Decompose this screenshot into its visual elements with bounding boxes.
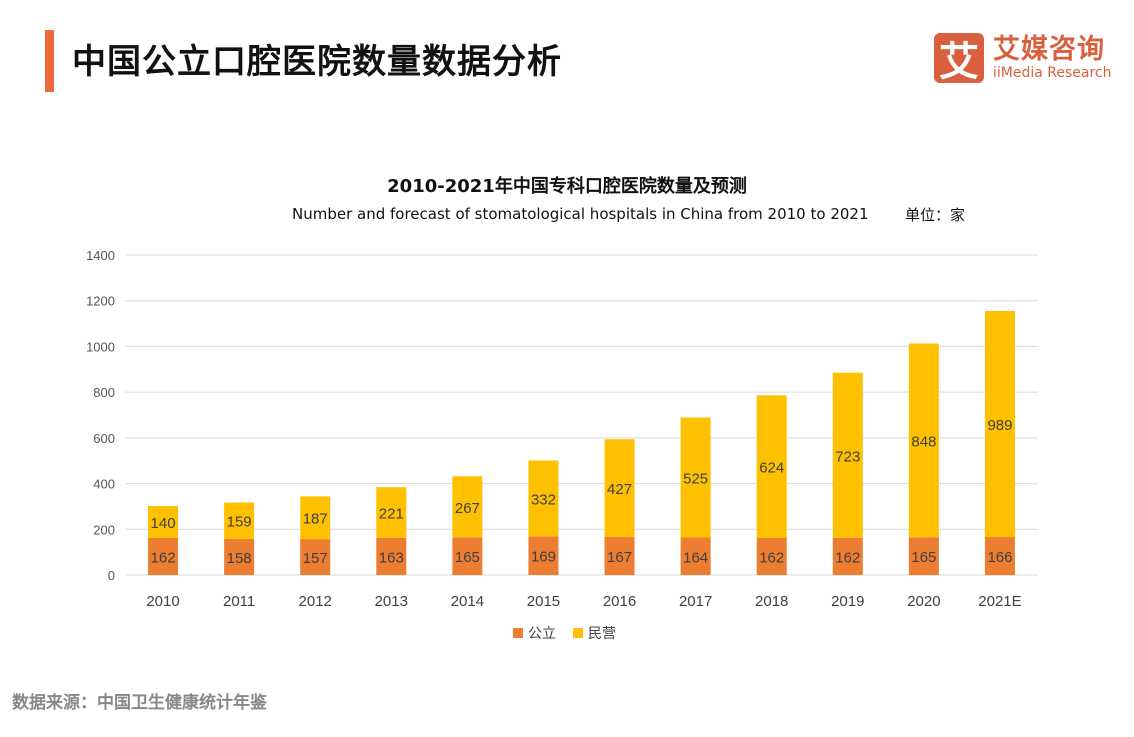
bar-segment bbox=[832, 372, 863, 538]
y-tick-label: 1400 bbox=[86, 248, 115, 263]
title-accent-bar bbox=[45, 30, 54, 92]
bar-segment bbox=[452, 537, 483, 575]
data-label: 158 bbox=[227, 550, 252, 567]
x-tick-label: 2015 bbox=[527, 593, 560, 610]
bar-segment bbox=[224, 538, 255, 575]
x-tick-label: 2019 bbox=[831, 593, 864, 610]
y-tick-label: 1200 bbox=[86, 294, 115, 309]
bar-segment bbox=[224, 502, 255, 539]
x-tick-label: 2011 bbox=[223, 593, 255, 610]
x-tick-label: 2017 bbox=[679, 593, 712, 610]
data-label: 162 bbox=[151, 549, 176, 566]
data-label: 427 bbox=[607, 481, 632, 498]
bar-segment bbox=[148, 537, 179, 575]
bar-segment bbox=[604, 536, 635, 575]
x-tick-label: 2016 bbox=[603, 593, 636, 610]
bar-segment bbox=[300, 496, 331, 540]
x-tick-label: 2020 bbox=[907, 593, 940, 610]
data-label: 267 bbox=[455, 500, 480, 517]
data-label: 165 bbox=[911, 549, 936, 566]
data-label: 169 bbox=[531, 549, 556, 566]
bar-segment bbox=[376, 487, 407, 538]
bar-segment bbox=[756, 395, 787, 538]
data-label: 624 bbox=[759, 460, 784, 477]
bar-segment bbox=[452, 476, 483, 538]
data-label: 989 bbox=[987, 417, 1012, 434]
unit-label: 单位：家 bbox=[905, 206, 966, 224]
chart-subtitle: Number and forecast of stomatological ho… bbox=[292, 205, 869, 223]
data-label: 723 bbox=[835, 448, 860, 465]
data-label: 525 bbox=[683, 471, 708, 488]
x-tick-label: 2013 bbox=[375, 593, 408, 610]
y-tick-label: 400 bbox=[93, 477, 115, 492]
legend-label: 公立 bbox=[528, 626, 556, 642]
data-label: 165 bbox=[455, 549, 480, 566]
legend-swatch bbox=[573, 628, 583, 638]
bar-segment bbox=[300, 539, 331, 575]
legend-swatch bbox=[513, 628, 523, 638]
bar-segment bbox=[832, 537, 863, 575]
data-label: 140 bbox=[151, 515, 176, 532]
x-tick-label: 2012 bbox=[299, 593, 332, 610]
bar-segment bbox=[908, 343, 939, 538]
data-label: 848 bbox=[911, 433, 936, 450]
x-tick-label: 2018 bbox=[755, 593, 788, 610]
data-label: 167 bbox=[607, 549, 632, 566]
bar-segment bbox=[984, 311, 1015, 538]
logo-en: iiMedia Research bbox=[993, 65, 1112, 81]
bar-segment bbox=[376, 537, 407, 575]
data-label: 166 bbox=[987, 549, 1012, 566]
bar-segment bbox=[528, 536, 559, 575]
data-label: 157 bbox=[303, 550, 328, 567]
bar-segment bbox=[680, 417, 711, 538]
bar-segment bbox=[908, 537, 939, 575]
logo-mark-icon: 艾 bbox=[934, 33, 984, 85]
y-tick-label: 600 bbox=[93, 431, 115, 446]
data-label: 162 bbox=[835, 549, 860, 566]
data-label: 187 bbox=[303, 511, 328, 528]
bar-segment bbox=[680, 537, 711, 575]
legend-label: 民营 bbox=[588, 626, 616, 642]
source-note: 数据来源：中国卫生健康统计年鉴 bbox=[12, 693, 267, 713]
chart-title: 2010-2021年中国专科口腔医院数量及预测 bbox=[387, 176, 747, 197]
logo: 艾 艾媒咨询 iiMedia Research bbox=[934, 33, 1112, 85]
data-label: 159 bbox=[227, 514, 252, 531]
x-tick-label: 2021E bbox=[978, 593, 1021, 610]
bar-segment bbox=[148, 505, 179, 538]
bar-segment bbox=[984, 537, 1015, 575]
data-label: 163 bbox=[379, 549, 404, 566]
logo-cn: 艾媒咨询 bbox=[993, 34, 1105, 65]
y-tick-label: 0 bbox=[108, 568, 115, 583]
y-tick-label: 200 bbox=[93, 522, 115, 537]
bar-segment bbox=[604, 439, 635, 537]
data-label: 162 bbox=[759, 549, 784, 566]
page-title: 中国公立口腔医院数量数据分析 bbox=[72, 42, 562, 82]
x-tick-label: 2010 bbox=[146, 593, 179, 610]
data-label: 332 bbox=[531, 491, 556, 508]
bar-segment bbox=[528, 460, 559, 537]
y-tick-label: 1000 bbox=[86, 339, 115, 354]
bar-segment bbox=[756, 537, 787, 575]
x-tick-label: 2014 bbox=[451, 593, 484, 610]
data-label: 164 bbox=[683, 549, 708, 566]
y-tick-label: 800 bbox=[93, 385, 115, 400]
data-label: 221 bbox=[379, 505, 404, 522]
